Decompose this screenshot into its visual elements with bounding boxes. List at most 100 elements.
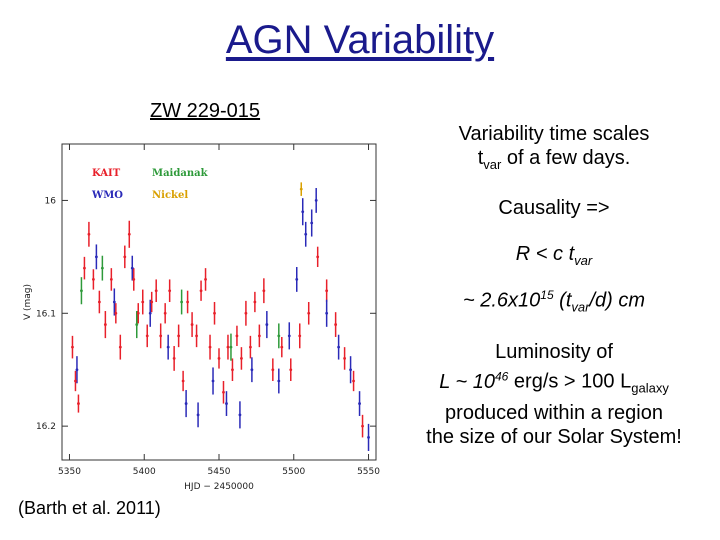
data-point (225, 402, 228, 405)
data-point (135, 323, 139, 326)
luminosity-line-4: the size of our Solar System! (426, 425, 682, 448)
luminosity-line-1: Luminosity of (495, 341, 613, 363)
data-point (97, 300, 101, 304)
data-point (301, 210, 305, 214)
slide-title: AGN Variability (225, 18, 495, 62)
timescale-text: Variability time scales tvar of a few da… (392, 122, 716, 177)
data-point (325, 311, 329, 315)
data-point (112, 300, 116, 304)
x-tick-label: 5450 (208, 467, 231, 477)
data-point (150, 300, 154, 304)
data-point (257, 334, 261, 338)
data-point (154, 289, 158, 293)
data-point (280, 345, 284, 349)
luminosity-text: Luminosity of L ~ 1046 erg/s > 100 Lgala… (392, 340, 716, 449)
x-axis-label: HJD − 2450000 (184, 482, 254, 492)
r-lt-ct: R < c t (515, 243, 575, 265)
lum-exponent: 46 (495, 369, 509, 383)
data-point (325, 289, 329, 293)
object-name: ZW 229-015 (150, 100, 261, 122)
data-point (180, 300, 184, 304)
data-point (83, 266, 86, 270)
legend: KAIT Maidanak WMO Nickel (91, 168, 209, 201)
data-point (244, 311, 248, 315)
data-point (132, 278, 136, 281)
data-point (77, 402, 80, 405)
luminosity-line-2: L ~ 1046 erg/s > 100 Lgalaxy (392, 364, 716, 401)
data-point (199, 289, 203, 293)
radius-inequality: R < c tvar (392, 242, 716, 273)
data-point (343, 357, 346, 360)
data-point (195, 334, 198, 338)
data-point (109, 278, 113, 281)
data-point (217, 357, 221, 360)
data-point (314, 199, 318, 202)
y-axis-label: V (mag) (23, 284, 33, 320)
data-point (114, 311, 118, 315)
timescale-line-1: Variability time scales (458, 123, 650, 145)
y-tick-label: 16.1 (36, 309, 56, 319)
data-point (80, 289, 83, 293)
data-point (213, 311, 216, 315)
data-point (168, 289, 172, 293)
data-point (299, 187, 303, 191)
luminosity-line-3: produced within a region (445, 401, 663, 424)
data-point (367, 436, 370, 439)
size-var-subscript: var (571, 299, 590, 315)
causality-text: Causality => (498, 197, 610, 219)
y-ticks: 16 16.1 16.2 (36, 196, 376, 432)
data-point (130, 266, 134, 270)
data-point (145, 334, 149, 338)
size-unit: /d) cm (589, 289, 646, 312)
data-point (298, 334, 302, 338)
size-estimate: ~ 2.6x1015 (tvar/d) cm (392, 283, 716, 320)
data-point (94, 255, 98, 259)
data-point (123, 255, 127, 259)
t-symbol: t (477, 147, 484, 169)
data-point (289, 368, 293, 372)
data-point (262, 289, 266, 293)
data-point (265, 323, 269, 326)
data-point (287, 334, 291, 338)
data-point (163, 311, 167, 315)
error-bars (71, 182, 370, 451)
data-point (190, 323, 194, 326)
data-point (118, 345, 122, 349)
x-tick-label: 5550 (357, 467, 380, 477)
data-point (337, 345, 341, 349)
size-t: (t (553, 289, 572, 312)
data-point (71, 345, 74, 349)
lum-l: L ~ 10 (439, 370, 495, 393)
data-point (235, 334, 239, 338)
data-point (136, 311, 140, 315)
legend-entry: Nickel (152, 190, 188, 201)
timescale-line-2: tvar of a few days. (392, 146, 716, 177)
data-point (334, 323, 338, 326)
size-coeff: ~ 2.6x10 (462, 289, 541, 312)
data-point (253, 300, 257, 304)
light-curve-chart: 5350 5400 5450 5500 5550 16 16.1 16.2 KAIT Maid… (23, 143, 380, 492)
data-point (307, 311, 311, 315)
data-point (127, 232, 131, 236)
x-tick-label: 5400 (133, 467, 156, 477)
legend-entry: Maidanak (152, 168, 209, 179)
data-point (240, 357, 243, 360)
data-point (196, 413, 200, 417)
lum-ratio: erg/s > 100 L (508, 370, 632, 393)
x-ticks: 5350 5400 5450 5500 5550 (58, 144, 380, 477)
data-point (74, 379, 77, 383)
data-point (208, 345, 212, 349)
y-tick-label: 16 (45, 196, 57, 206)
data-point (226, 345, 230, 349)
data-point (87, 232, 91, 236)
data-point (249, 345, 252, 349)
data-point (231, 368, 234, 372)
data-point (277, 379, 281, 383)
galaxy-subscript: galaxy (631, 380, 669, 396)
legend-entry: KAIT (92, 168, 121, 179)
var-subscript: var (483, 157, 502, 172)
data-point (222, 390, 225, 394)
y-tick-label: 16.2 (36, 422, 56, 432)
few-days: of a few days. (501, 147, 631, 169)
data-point (159, 334, 163, 338)
